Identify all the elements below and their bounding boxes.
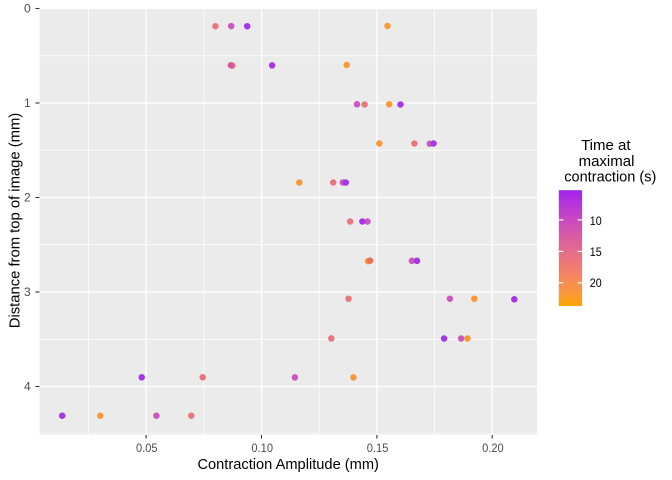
svg-text:maximal: maximal [579,153,635,170]
svg-text:Time at: Time at [581,137,631,154]
svg-text:0: 0 [24,2,31,16]
svg-text:0.10: 0.10 [251,441,273,455]
svg-text:20: 20 [590,276,602,290]
svg-text:1: 1 [24,96,31,110]
svg-text:3: 3 [24,285,31,299]
svg-text:0.05: 0.05 [136,441,158,455]
svg-text:Distance from top of image (mm: Distance from top of image (mm) [6,113,23,329]
svg-text:0.20: 0.20 [482,441,504,455]
svg-text:2: 2 [24,191,31,205]
svg-text:10: 10 [590,214,602,228]
svg-text:15: 15 [590,245,602,259]
svg-text:4: 4 [24,380,31,394]
svg-text:Contraction Amplitude (mm): Contraction Amplitude (mm) [197,456,379,473]
svg-text:0.15: 0.15 [367,441,389,455]
svg-text:contraction (s): contraction (s) [564,169,656,186]
